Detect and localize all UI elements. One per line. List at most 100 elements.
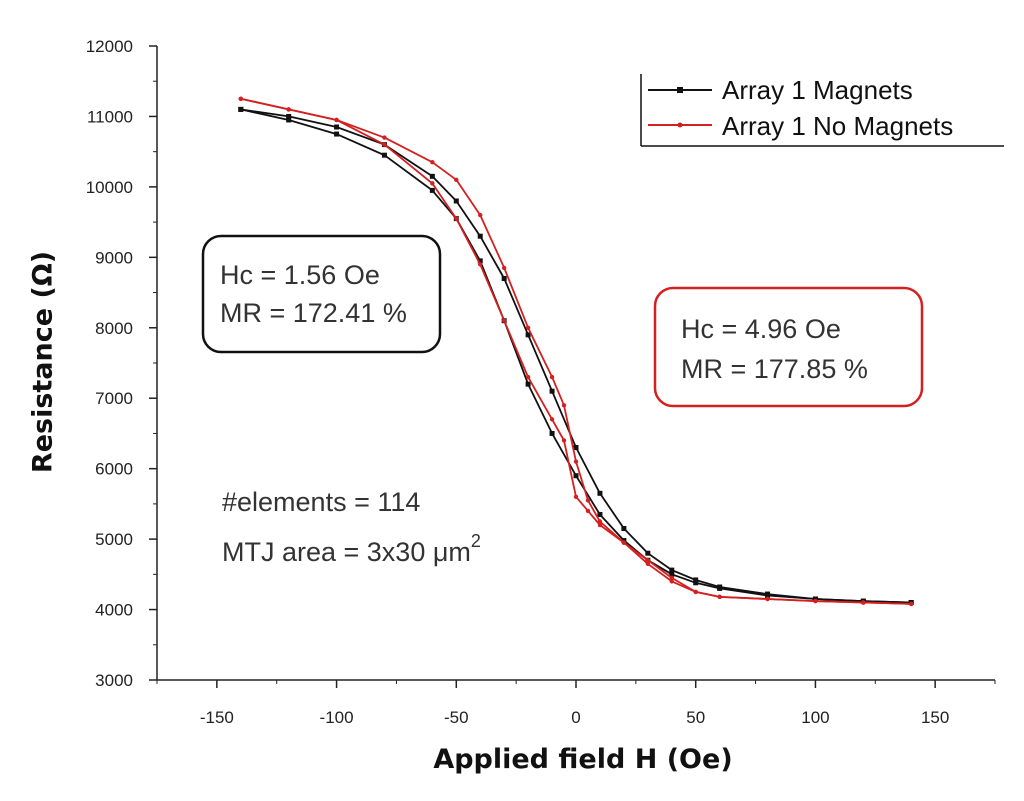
data-point (585, 498, 591, 503)
data-point (286, 117, 292, 123)
data-point (454, 177, 459, 183)
data-point (549, 374, 555, 380)
x-tick-label: -150 (200, 708, 234, 727)
data-point (573, 473, 579, 479)
data-point (645, 550, 651, 556)
annotation-magnets-box (201, 234, 442, 354)
data-point (454, 216, 459, 221)
x-tick-label: 0 (571, 708, 580, 727)
data-point (382, 135, 387, 140)
data-point (501, 275, 507, 281)
data-point (430, 160, 435, 165)
data-point (573, 459, 579, 464)
data-point (382, 142, 387, 147)
data-point (573, 445, 579, 451)
y-tick-label: 4000 (95, 601, 133, 620)
data-point (693, 577, 699, 583)
series-nomagnets (238, 96, 914, 607)
data-point (549, 388, 555, 394)
annotation-mtj-area-text: MTJ area = 3x30 μm (222, 537, 471, 567)
annotation-magnets-hc: Hc = 1.56 Oe (220, 260, 380, 290)
data-point (645, 558, 651, 563)
data-point (525, 332, 531, 338)
annotation-mtj-area-superscript: 2 (471, 531, 481, 551)
legend-marker-nomagnets (677, 122, 683, 128)
data-point (693, 589, 698, 595)
data-point (477, 233, 483, 239)
data-point (717, 594, 722, 600)
data-point (669, 571, 675, 577)
y-tick-label: 8000 (95, 319, 133, 338)
data-point (813, 598, 818, 604)
annotation-nomagnets-mr: MR = 177.85 % (681, 354, 868, 384)
y-tick-label: 7000 (95, 389, 133, 408)
data-point (478, 212, 483, 218)
data-point (669, 575, 674, 581)
x-tick-label: 100 (801, 708, 829, 727)
annotation-nomagnets-box (653, 286, 924, 408)
data-point (561, 438, 567, 443)
data-point (597, 522, 603, 528)
data-point (238, 106, 244, 112)
data-point (429, 187, 435, 193)
annotation-elements: #elements = 114 MTJ area = 3x30 μm2 (222, 487, 481, 567)
y-tick-label: 3000 (95, 671, 133, 690)
data-point (334, 117, 339, 123)
data-point (429, 173, 435, 179)
data-point (909, 601, 914, 607)
data-point (573, 494, 579, 500)
legend-box (641, 74, 1004, 146)
y-axis-title: Resistance (Ω) (28, 251, 59, 473)
series-magnets (238, 106, 914, 606)
annotation-magnets: Hc = 1.56 Oe MR = 172.41 % (201, 234, 442, 354)
annotation-elements-count: #elements = 114 (222, 487, 420, 517)
y-tick-label: 12000 (86, 37, 133, 56)
data-point (561, 403, 567, 408)
data-point (621, 540, 627, 545)
x-tick-label: 50 (686, 708, 705, 727)
data-point (765, 596, 770, 602)
data-point (645, 561, 651, 566)
annotation-mtj-area: MTJ area = 3x30 μm2 (222, 531, 481, 567)
y-tick-label: 9000 (95, 248, 133, 267)
data-point (549, 417, 555, 422)
data-point (597, 490, 603, 496)
annotation-nomagnets: Hc = 4.96 Oe MR = 177.85 % (653, 286, 924, 408)
data-point (861, 600, 866, 605)
data-point (621, 526, 627, 532)
data-point (501, 265, 507, 271)
data-point (334, 131, 340, 137)
data-point (525, 325, 531, 330)
y-tick-label: 6000 (95, 460, 133, 479)
data-point (453, 198, 459, 204)
x-tick-label: 150 (921, 708, 949, 727)
data-point (669, 567, 675, 573)
data-point (597, 511, 603, 517)
data-point (525, 374, 531, 380)
data-point (381, 152, 387, 158)
x-tick-label: -100 (320, 708, 354, 727)
annotation-nomagnets-hc: Hc = 4.96 Oe (681, 314, 841, 344)
data-point (501, 318, 507, 323)
axes: 3000 4000 5000 6000 7000 8000 9000 10000 11000 12… (86, 37, 996, 727)
data-point (669, 579, 674, 584)
annotation-magnets-mr: MR = 172.41 % (220, 298, 407, 328)
data-point (430, 181, 435, 186)
data-point (238, 96, 243, 102)
data-point (334, 124, 340, 130)
legend-marker-magnets (677, 87, 683, 93)
data-point (525, 381, 531, 387)
y-tick-label: 11000 (87, 107, 133, 126)
y-tick-label: 5000 (95, 530, 133, 549)
data-point (693, 580, 699, 586)
data-point (286, 113, 292, 119)
x-axis-title: Applied field H (Oe) (433, 744, 732, 775)
legend-label-magnets: Array 1 Magnets (722, 75, 913, 105)
legend: Array 1 Magnets Array 1 No Magnets (640, 74, 1004, 147)
data-point (765, 591, 771, 597)
data-point (478, 262, 483, 267)
data-point (585, 508, 591, 514)
data-point (477, 258, 483, 264)
legend-label-nomagnets: Array 1 No Magnets (722, 111, 953, 141)
